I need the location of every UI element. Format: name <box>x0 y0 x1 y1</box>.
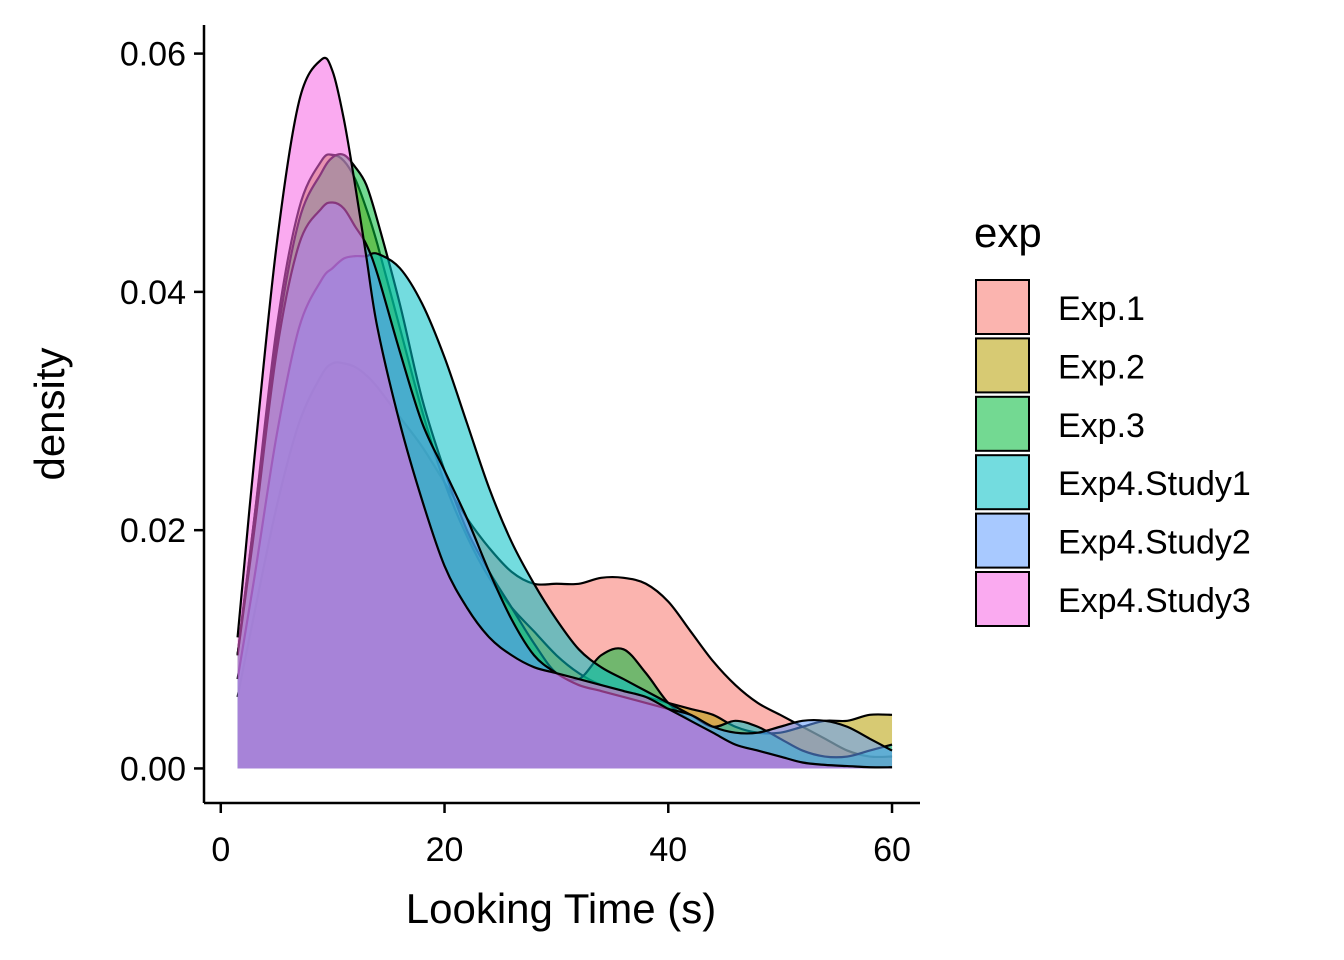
legend-swatch <box>975 279 1030 335</box>
x-tick-label: 20 <box>426 831 464 869</box>
legend-item: Exp.1 <box>975 279 1145 335</box>
y-tick-label: 0.00 <box>120 750 186 788</box>
y-ticks: 0.00 0.02 0.04 0.06 <box>120 36 204 788</box>
x-tick-label: 40 <box>649 831 687 869</box>
x-tick-label: 0 <box>211 831 230 869</box>
legend-item: Exp.2 <box>975 337 1145 394</box>
legend-label: Exp4.Study3 <box>1058 582 1251 620</box>
legend-swatch <box>975 337 1030 394</box>
legend-swatch <box>975 571 1030 627</box>
y-tick-label: 0.02 <box>120 512 186 550</box>
legend-item: Exp4.Study2 <box>975 512 1251 569</box>
legend-items: Exp.1 Exp.2 Exp.3 Exp4.Study1 Exp4.Study2 Exp… <box>975 279 1251 627</box>
legend-label: Exp.1 <box>1058 290 1145 328</box>
density-outline <box>236 56 893 769</box>
x-axis-title: Looking Time (s) <box>406 885 716 932</box>
legend-label: Exp4.Study2 <box>1058 524 1251 562</box>
y-tick-label: 0.06 <box>120 36 186 74</box>
x-tick-label: 60 <box>873 831 911 869</box>
legend-label: Exp.3 <box>1058 407 1145 445</box>
legend-label: Exp.2 <box>1058 348 1145 386</box>
y-tick-label: 0.04 <box>120 274 186 312</box>
legend-title: exp <box>974 209 1042 256</box>
density-series-exp4-study3 <box>236 56 893 769</box>
legend: exp Exp.1 Exp.2 Exp.3 Exp4.Study1 Exp4.Study… <box>974 209 1251 627</box>
legend-item: Exp.3 <box>975 395 1145 452</box>
legend-label: Exp4.Study1 <box>1058 465 1251 503</box>
axes: 0 20 40 60 0.00 0.02 0.04 0.06 Looking Time (s… <box>26 25 920 932</box>
legend-swatch <box>975 454 1030 511</box>
legend-swatch <box>975 395 1030 452</box>
x-ticks: 0 20 40 60 <box>211 803 911 869</box>
legend-item: Exp4.Study3 <box>975 571 1251 627</box>
plot-area <box>236 56 893 769</box>
y-axis-title: density <box>26 347 73 480</box>
density-area <box>237 57 893 769</box>
legend-item: Exp4.Study1 <box>975 454 1251 511</box>
legend-swatch <box>975 512 1030 569</box>
